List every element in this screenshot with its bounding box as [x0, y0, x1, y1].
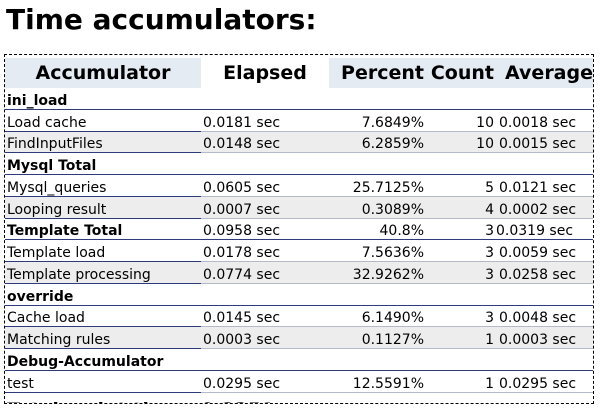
- accumulator-name: Template Total: [5, 218, 201, 241]
- elapsed-value: 0.0148 sec: [201, 131, 329, 154]
- accumulator-name: Template processing: [5, 261, 201, 284]
- page-title: Time accumulators:: [6, 3, 317, 36]
- count-value: 1: [424, 370, 494, 393]
- average-value: 0.0295 sec: [494, 370, 593, 393]
- accumulator-name: FindInputFiles: [5, 131, 201, 154]
- percent-value: 0.1127%: [329, 326, 424, 349]
- table-row: Cache load 0.0145 sec 6.1490% 3 0.0048 s…: [5, 305, 593, 328]
- header-elapsed: Elapsed: [201, 58, 329, 88]
- table-row: Looping result 0.0007 sec 0.3089% 4 0.00…: [5, 196, 593, 219]
- accumulators-table: Accumulator Elapsed Percent Count Averag…: [5, 58, 593, 403]
- accumulators-panel: Accumulator Elapsed Percent Count Averag…: [4, 54, 594, 404]
- percent-value: 0.3089%: [329, 196, 424, 219]
- table-header-row: Accumulator Elapsed Percent Count Averag…: [5, 58, 593, 88]
- percent-value: 6.1490%: [329, 305, 424, 328]
- average-value: 0.0003 sec: [494, 326, 593, 349]
- header-accumulator: Accumulator: [5, 58, 201, 88]
- table-row: test 0.0295 sec 12.5591% 1 0.0295 sec: [5, 370, 593, 393]
- elapsed-value: 0.0774 sec: [201, 261, 329, 284]
- count-value: 3: [424, 261, 494, 284]
- table-row: Template load 0.0178 sec 7.5636% 3 0.005…: [5, 239, 593, 262]
- accumulator-name: Template load: [5, 239, 201, 262]
- accumulator-name: Matching rules: [5, 326, 201, 349]
- elapsed-value: 0.0958 sec: [201, 218, 329, 241]
- table-row: Load cache 0.0181 sec 7.6849% 10 0.0018 …: [5, 109, 593, 132]
- total-label: Total script time:: [5, 392, 201, 403]
- group-label: override: [5, 283, 593, 306]
- average-value: 0.0319 sec: [494, 218, 593, 241]
- group-row-override: override: [5, 283, 593, 306]
- count-value: 4: [424, 196, 494, 219]
- table-row: FindInputFiles 0.0148 sec 6.2859% 10 0.0…: [5, 131, 593, 154]
- accumulator-name: Looping result: [5, 196, 201, 219]
- average-value: 0.0048 sec: [494, 305, 593, 328]
- percent-value: 40.8%: [329, 218, 424, 241]
- count-value: 10: [424, 131, 494, 154]
- count-value: 1: [424, 326, 494, 349]
- table-row: Matching rules 0.0003 sec 0.1127% 1 0.00…: [5, 326, 593, 349]
- average-value: 0.0002 sec: [494, 196, 593, 219]
- elapsed-value: 0.0181 sec: [201, 109, 329, 132]
- header-percent: Percent: [329, 58, 424, 88]
- count-value: 3: [424, 218, 494, 241]
- count-value: 3: [424, 239, 494, 262]
- header-average: Average: [494, 58, 593, 88]
- header-count: Count: [424, 58, 494, 88]
- accumulator-name: test: [5, 370, 201, 393]
- average-value: 0.0018 sec: [494, 109, 593, 132]
- percent-value: 25.7125%: [329, 174, 424, 197]
- elapsed-value: 0.0145 sec: [201, 305, 329, 328]
- count-value: 5: [424, 174, 494, 197]
- elapsed-value: 0.0295 sec: [201, 370, 329, 393]
- elapsed-value: 0.0007 sec: [201, 196, 329, 219]
- elapsed-value: 0.0003 sec: [201, 326, 329, 349]
- group-row-mysql-total: Mysql Total: [5, 152, 593, 175]
- percent-value: 32.9262%: [329, 261, 424, 284]
- count-value: 10: [424, 109, 494, 132]
- average-value: 0.0258 sec: [494, 261, 593, 284]
- average-value: 0.0121 sec: [494, 174, 593, 197]
- group-row-template-total: Template Total 0.0958 sec 40.8% 3 0.0319…: [5, 218, 593, 241]
- percent-value: 6.2859%: [329, 131, 424, 154]
- group-row-debug-accumulator: Debug-Accumulator: [5, 348, 593, 371]
- elapsed-value: 0.0605 sec: [201, 174, 329, 197]
- total-row: Total script time: 0.2351 sec: [5, 392, 593, 403]
- accumulator-name: Mysql_queries: [5, 174, 201, 197]
- percent-value: 12.5591%: [329, 370, 424, 393]
- percent-value: 7.5636%: [329, 239, 424, 262]
- group-row-ini-load: ini_load: [5, 88, 593, 110]
- group-label: Mysql Total: [5, 152, 593, 175]
- average-value: 0.0015 sec: [494, 131, 593, 154]
- elapsed-value: 0.0178 sec: [201, 239, 329, 262]
- count-value: 3: [424, 305, 494, 328]
- group-label: Debug-Accumulator: [5, 348, 593, 371]
- table-row: Mysql_queries 0.0605 sec 25.7125% 5 0.01…: [5, 174, 593, 197]
- accumulator-name: Cache load: [5, 305, 201, 328]
- accumulator-name: Load cache: [5, 109, 201, 132]
- table-row: Template processing 0.0774 sec 32.9262% …: [5, 261, 593, 284]
- percent-value: 7.6849%: [329, 109, 424, 132]
- group-label: ini_load: [5, 88, 593, 110]
- total-value: 0.2351 sec: [201, 392, 593, 403]
- average-value: 0.0059 sec: [494, 239, 593, 262]
